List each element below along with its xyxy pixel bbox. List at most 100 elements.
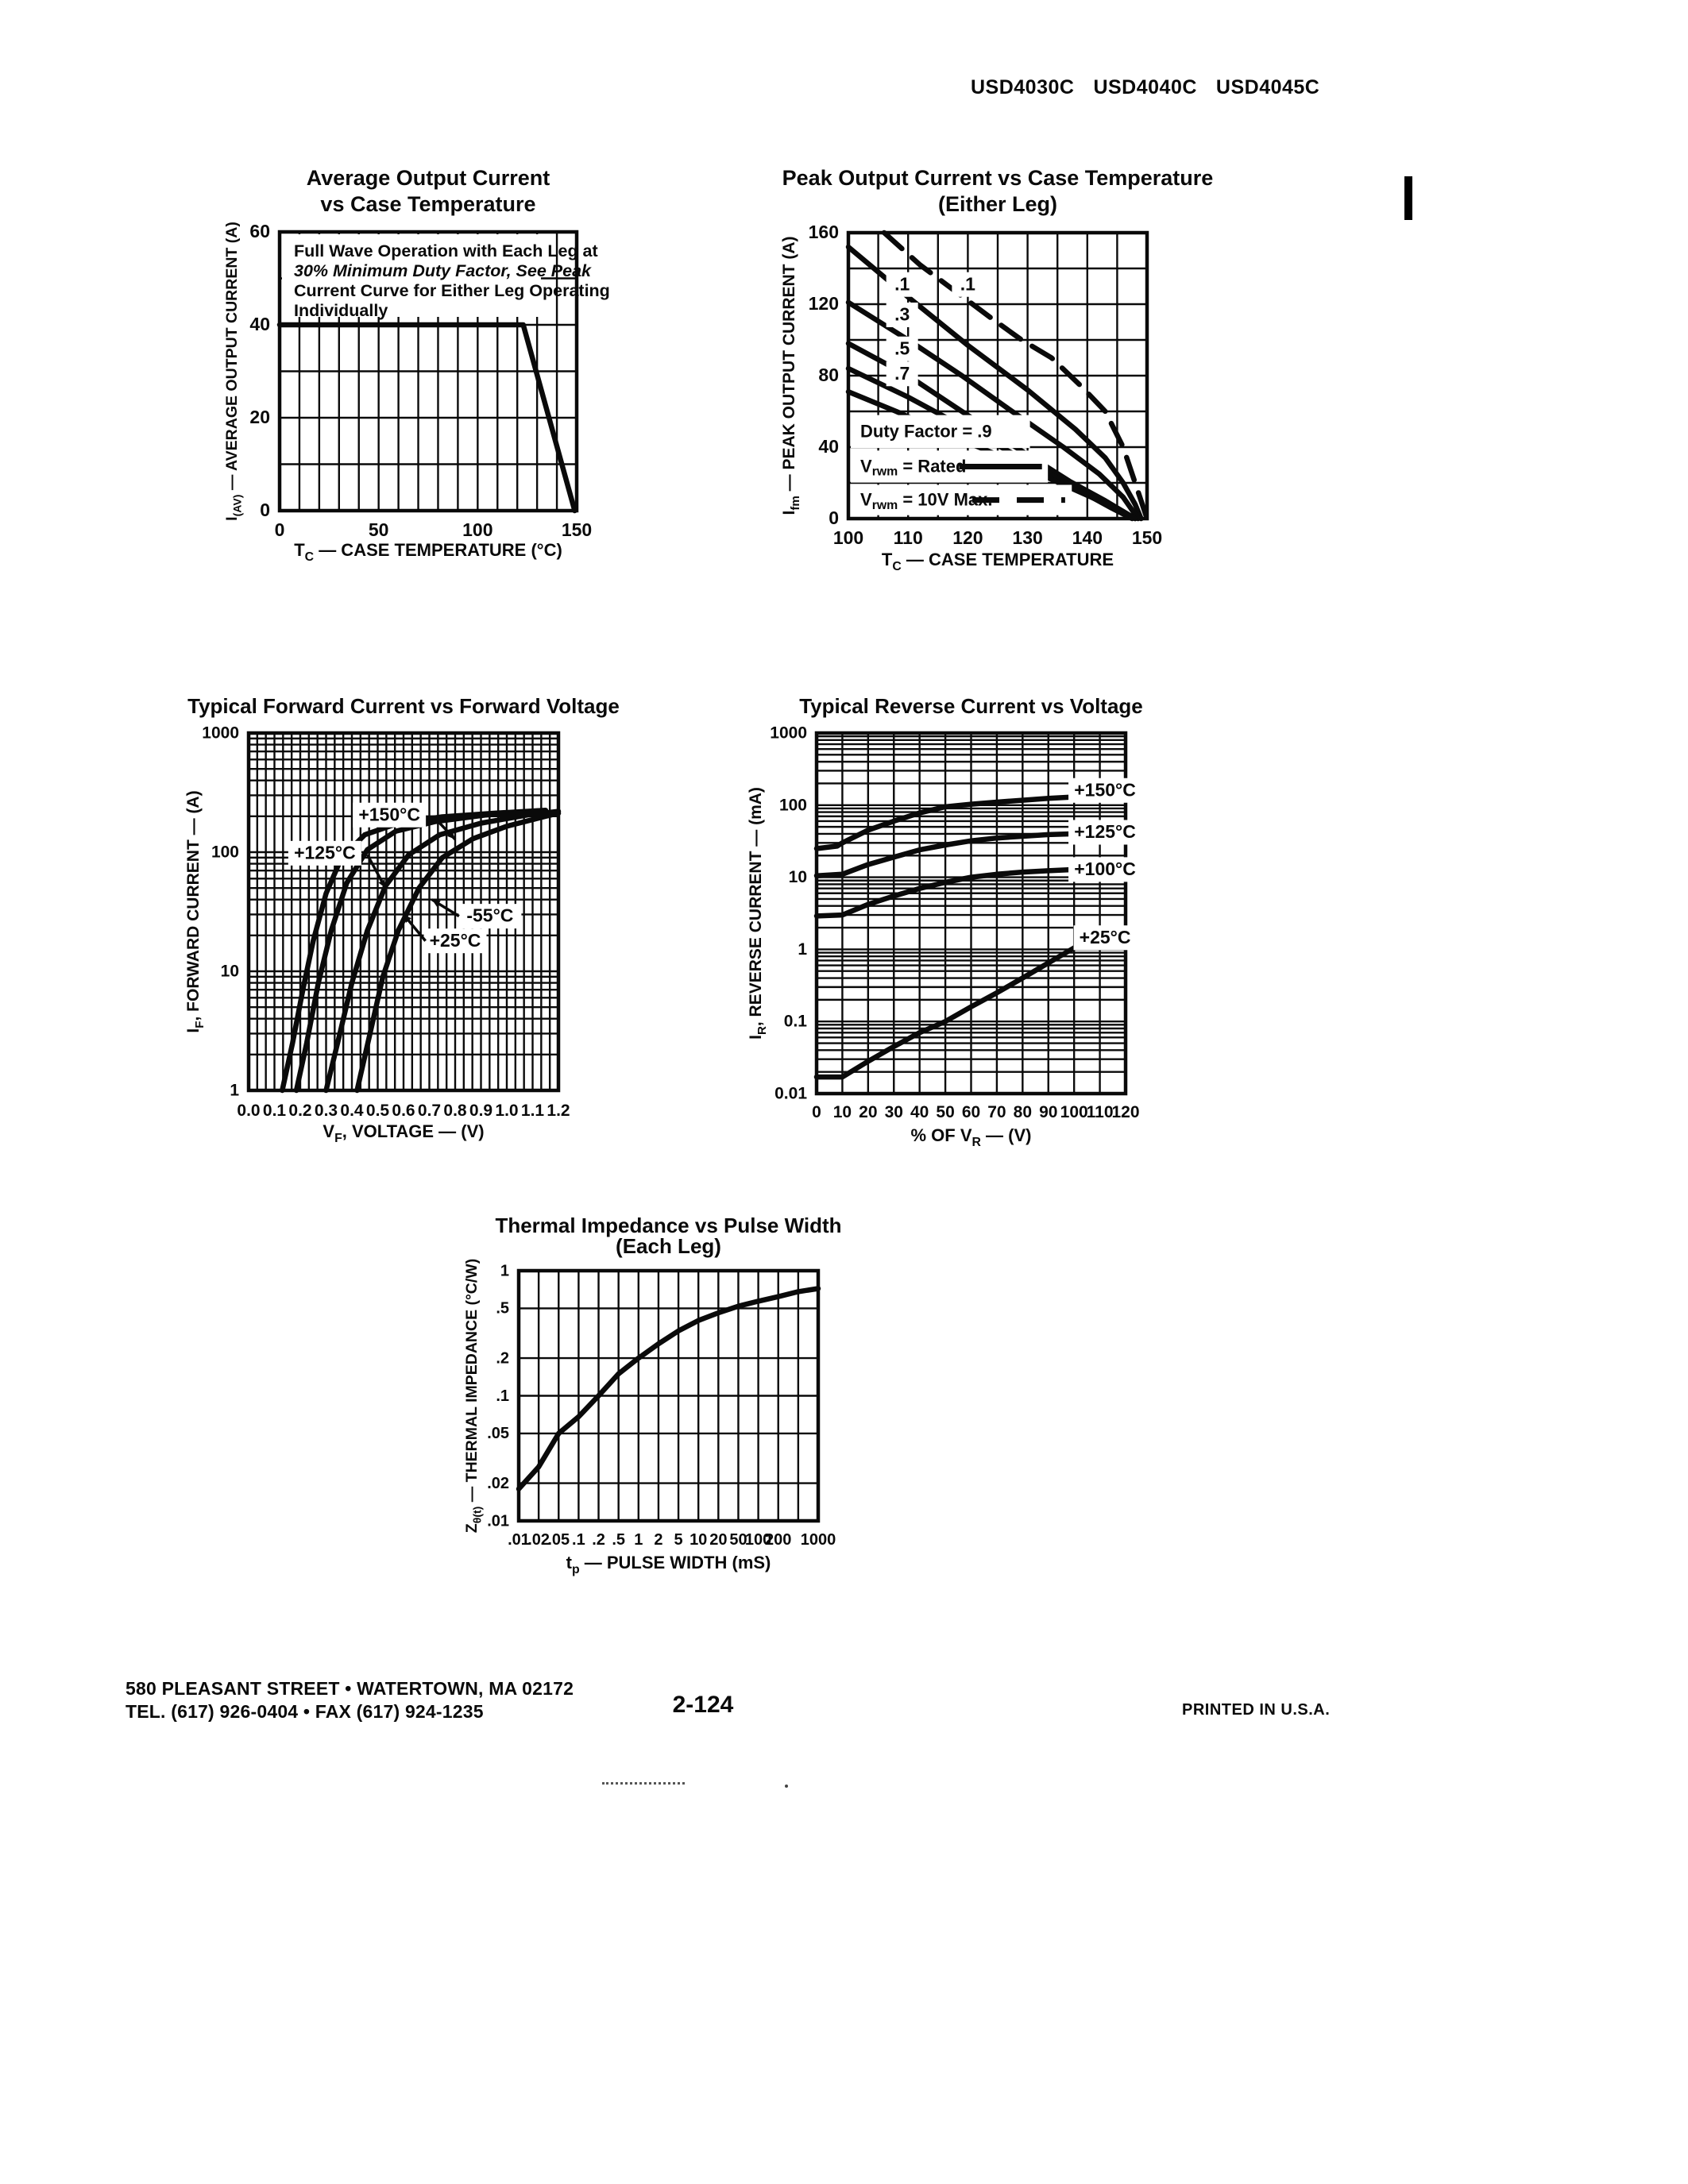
svg-text:80: 80 xyxy=(818,365,839,385)
svg-text:+150°C: +150°C xyxy=(1074,779,1136,800)
footer-page-number: 2-124 xyxy=(672,1692,734,1718)
svg-text:10: 10 xyxy=(221,963,239,981)
svg-text:20: 20 xyxy=(859,1103,877,1121)
svg-text:0: 0 xyxy=(275,519,285,540)
svg-text:30% Minimum Duty Factor, See P: 30% Minimum Duty Factor, See Peak xyxy=(294,261,592,280)
svg-text:2: 2 xyxy=(654,1531,662,1549)
svg-text:30: 30 xyxy=(885,1103,903,1121)
svg-text:.1: .1 xyxy=(894,273,910,294)
svg-text:.02: .02 xyxy=(487,1475,509,1492)
svg-text:110: 110 xyxy=(894,527,923,548)
svg-text:100: 100 xyxy=(1060,1103,1088,1121)
svg-text:0.3: 0.3 xyxy=(315,1102,338,1120)
svg-text:140: 140 xyxy=(1072,527,1103,548)
svg-text:50: 50 xyxy=(369,519,389,540)
chart-peak-output-current: Duty Factor = .9 Vrwm = Rated Vrwm = 10V M… xyxy=(747,155,1303,619)
svg-text:90: 90 xyxy=(1039,1103,1057,1121)
svg-text:5: 5 xyxy=(674,1531,683,1549)
svg-text:.5: .5 xyxy=(496,1300,509,1318)
svg-text:Vrwm = Rated: Vrwm = Rated xyxy=(860,456,966,479)
chart-average-output-current-canvas: Full Wave Operation with Each Leg at30% … xyxy=(223,166,610,564)
svg-text:Thermal Impedance vs Pulse Wid: Thermal Impedance vs Pulse Width xyxy=(495,1214,841,1237)
svg-text:100: 100 xyxy=(211,843,239,862)
svg-text:.1: .1 xyxy=(960,273,975,294)
svg-text:.7: .7 xyxy=(894,363,910,384)
svg-text:100: 100 xyxy=(779,796,807,814)
part-number-2: USD4040C xyxy=(1093,76,1197,98)
svg-text:Typical Forward Current vs For: Typical Forward Current vs Forward Volta… xyxy=(187,694,620,718)
chart-forward-current-canvas: +150°C+125°C -55°C +25°C 0.0 0.1 0.2 0.3 0.4 0.5… xyxy=(184,694,620,1145)
svg-text:60: 60 xyxy=(249,221,270,241)
svg-text:0.01: 0.01 xyxy=(774,1085,807,1103)
svg-text:0.6: 0.6 xyxy=(392,1102,415,1120)
svg-text:0.7: 0.7 xyxy=(418,1102,441,1120)
svg-text:40: 40 xyxy=(910,1103,929,1121)
svg-text:0: 0 xyxy=(829,507,839,528)
svg-text:150: 150 xyxy=(1132,527,1162,548)
svg-text:Typical Reverse Current vs Vol: Typical Reverse Current vs Voltage xyxy=(799,694,1143,718)
svg-text:1000: 1000 xyxy=(770,724,807,743)
svg-text:10: 10 xyxy=(689,1531,707,1549)
svg-text:.1: .1 xyxy=(496,1387,509,1405)
footer-address-line2: TEL. (617) 926-0404 • FAX (617) 924-1235 xyxy=(126,1701,484,1722)
svg-text:tp — PULSE WIDTH (mS): tp — PULSE WIDTH (mS) xyxy=(566,1553,771,1576)
svg-text:10: 10 xyxy=(789,868,807,886)
svg-text:.02: .02 xyxy=(527,1531,550,1549)
svg-text:0.1: 0.1 xyxy=(784,1013,808,1031)
svg-text:Current Curve for Either Leg O: Current Curve for Either Leg Operating xyxy=(294,281,610,300)
svg-text:IR, REVERSE CURRENT — (mA): IR, REVERSE CURRENT — (mA) xyxy=(747,787,769,1040)
svg-text:50: 50 xyxy=(936,1103,954,1121)
svg-text:50: 50 xyxy=(729,1531,747,1549)
svg-text:20: 20 xyxy=(249,407,270,427)
svg-text:1000: 1000 xyxy=(801,1531,836,1549)
chart-reverse-current: +150°C +125°C +100°C +25°C 0 10 20 30 40 50 60 70 80… xyxy=(715,679,1287,1199)
svg-text:0.1: 0.1 xyxy=(263,1102,287,1120)
page-edge-tab xyxy=(1404,176,1412,220)
svg-text:40: 40 xyxy=(249,314,270,334)
print-artifact-dot xyxy=(785,1785,788,1788)
svg-text:70: 70 xyxy=(987,1103,1006,1121)
svg-text:40: 40 xyxy=(818,436,839,457)
svg-text:0: 0 xyxy=(260,500,270,520)
svg-text:I(AV) — AVERAGE OUTPUT CURRENT: I(AV) — AVERAGE OUTPUT CURRENT (A) xyxy=(223,222,243,521)
svg-text:0: 0 xyxy=(812,1103,821,1121)
print-artifact-dots xyxy=(602,1782,685,1785)
chart-forward-current: +150°C +125°C -55°C +25°C 0.0 0.1 0.2 0.3 0.4 0.5… xyxy=(135,679,691,1199)
svg-text:120: 120 xyxy=(952,527,983,548)
footer-address-line1: 580 PLEASANT STREET • WATERTOWN, MA 0217… xyxy=(126,1678,574,1699)
svg-text:10: 10 xyxy=(833,1103,852,1121)
svg-text:IF, FORWARD CURRENT — (A): IF, FORWARD CURRENT — (A) xyxy=(184,790,207,1032)
footer-address: 580 PLEASANT STREET • WATERTOWN, MA 0217… xyxy=(126,1677,574,1723)
svg-text:0.8: 0.8 xyxy=(443,1102,467,1120)
svg-text:1: 1 xyxy=(500,1262,509,1279)
footer-printed-note: PRINTED IN U.S.A. xyxy=(1182,1701,1331,1719)
svg-text:TC — CASE TEMPERATURE (°C): TC — CASE TEMPERATURE (°C) xyxy=(294,540,562,564)
svg-text:VF, VOLTAGE — (V): VF, VOLTAGE — (V) xyxy=(323,1121,484,1145)
svg-text:110: 110 xyxy=(1087,1103,1114,1121)
part-number-1: USD4030C xyxy=(971,76,1075,98)
svg-text:100: 100 xyxy=(462,519,492,540)
svg-text:0.0: 0.0 xyxy=(237,1102,260,1120)
svg-text:.3: .3 xyxy=(894,304,910,325)
svg-text:.5: .5 xyxy=(894,338,910,358)
svg-text:0.5: 0.5 xyxy=(366,1102,390,1120)
svg-text:0.9: 0.9 xyxy=(469,1102,492,1120)
svg-text:Ifm — PEAK OUTPUT CURRENT (A): Ifm — PEAK OUTPUT CURRENT (A) xyxy=(780,237,802,515)
svg-text:.1: .1 xyxy=(572,1531,585,1549)
svg-text:1: 1 xyxy=(798,940,807,959)
part-number-3: USD4045C xyxy=(1215,76,1320,98)
svg-text:.05: .05 xyxy=(487,1425,509,1442)
svg-text:vs Case Temperature: vs Case Temperature xyxy=(320,192,535,216)
svg-text:60: 60 xyxy=(962,1103,980,1121)
chart-average-output-current: Full Wave Operation with Each Leg at 30% … xyxy=(111,155,715,604)
svg-text:1000: 1000 xyxy=(202,724,239,743)
svg-text:(Either Leg): (Either Leg) xyxy=(938,192,1057,216)
svg-text:TC — CASE TEMPERATURE: TC — CASE TEMPERATURE xyxy=(882,550,1114,573)
svg-text:1.2: 1.2 xyxy=(547,1102,570,1120)
svg-text:1: 1 xyxy=(634,1531,643,1549)
svg-text:20: 20 xyxy=(709,1531,727,1549)
svg-text:+125°C: +125°C xyxy=(294,842,356,862)
svg-text:0.2: 0.2 xyxy=(288,1102,311,1120)
svg-text:Average Output Current: Average Output Current xyxy=(307,166,550,190)
